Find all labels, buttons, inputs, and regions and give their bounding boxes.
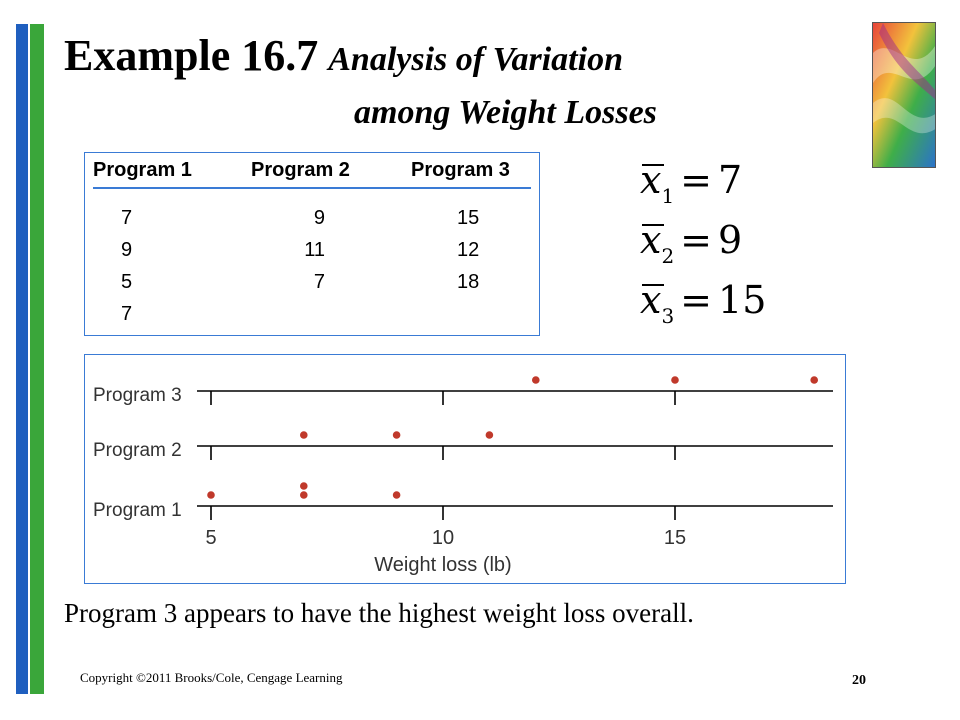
equals-sign: = [680,278,713,322]
dot-plot-chart: Program 3 Program 2 Program 1 5 10 15 Weight l… [93,376,833,576]
title-example-number: Example 16.7 [64,31,319,80]
table-cell: 7 [121,303,133,325]
slide-title: Example 16.7 Analysis of Variation [64,30,623,81]
series-label: Program 2 [93,440,182,461]
series-label: Program 1 [93,500,182,521]
title-subtitle-line2: among Weight Losses [354,94,657,131]
data-point [300,491,308,499]
table-cell: 18 [457,271,480,293]
x-axis-label: Weight loss (lb) [374,554,511,576]
data-point [300,482,308,490]
tick-label: 15 [664,527,686,549]
mean-row: x1 = 7 [640,158,743,208]
data-point [671,376,679,384]
overbar [642,284,664,286]
mean-subscript: 1 [661,184,675,208]
left-accent-bar-green [30,24,44,694]
table-cell: 9 [313,207,325,229]
data-point [810,376,818,384]
table-header-program-2: Program 2 [251,159,350,181]
sample-means: x1 = 7 x2 = 9 x3 = 15 [640,158,790,328]
copyright-footer: Copyright ©2011 Brooks/Cole, Cengage Lea… [80,670,343,685]
mean-value: 15 [718,278,767,322]
tick-label: 5 [205,527,216,549]
dot-plot-frame: Program 3 Program 2 Program 1 5 10 15 Weight l… [84,354,846,584]
table-header-row: Program 1 Program 2 Program 3 [93,157,531,189]
mean-subscript: 3 [661,304,675,328]
table-cell: 5 [121,271,133,293]
table-cell: 15 [457,207,480,229]
equals-sign: = [680,158,713,202]
data-point [485,431,494,439]
logo-graphic [873,23,935,167]
mean-value: 9 [718,218,743,262]
left-accent-bar-blue [16,24,28,694]
data-point [300,431,308,439]
mean-subscript: 2 [661,244,675,268]
table-cell: 11 [304,239,325,261]
data-table: Program 1 Program 2 Program 3 7 9 5 7 9 … [84,152,540,336]
data-point [532,376,540,384]
mean-variable: x [640,218,662,262]
mean-symbol: x1 [640,158,674,208]
mean-variable: x [640,158,662,202]
data-point [392,491,401,499]
mean-symbol: x3 [640,278,674,328]
mean-value: 7 [718,158,743,202]
equals-sign: = [680,218,713,262]
mean-row: x3 = 15 [640,278,767,328]
mean-symbol: x2 [640,218,674,268]
series-label: Program 3 [93,385,182,406]
mean-variable: x [640,278,662,322]
table-header-program-3: Program 3 [411,159,510,181]
table-cell: 7 [313,271,325,293]
tick-label: 10 [432,527,454,549]
data-point [207,491,215,499]
page-number: 20 [852,673,866,688]
mean-row: x2 = 9 [640,218,743,268]
table-cell: 12 [457,239,480,261]
data-point [392,431,401,439]
table-header-program-1: Program 1 [93,159,192,181]
decorative-logo-image [872,22,936,168]
overbar [642,224,664,226]
slide-caption: Program 3 appears to have the highest we… [64,598,694,628]
table-cell: 9 [121,239,133,261]
overbar [642,164,664,166]
title-subtitle-line1: Analysis of Variation [328,41,623,78]
table-cell: 7 [121,207,133,229]
